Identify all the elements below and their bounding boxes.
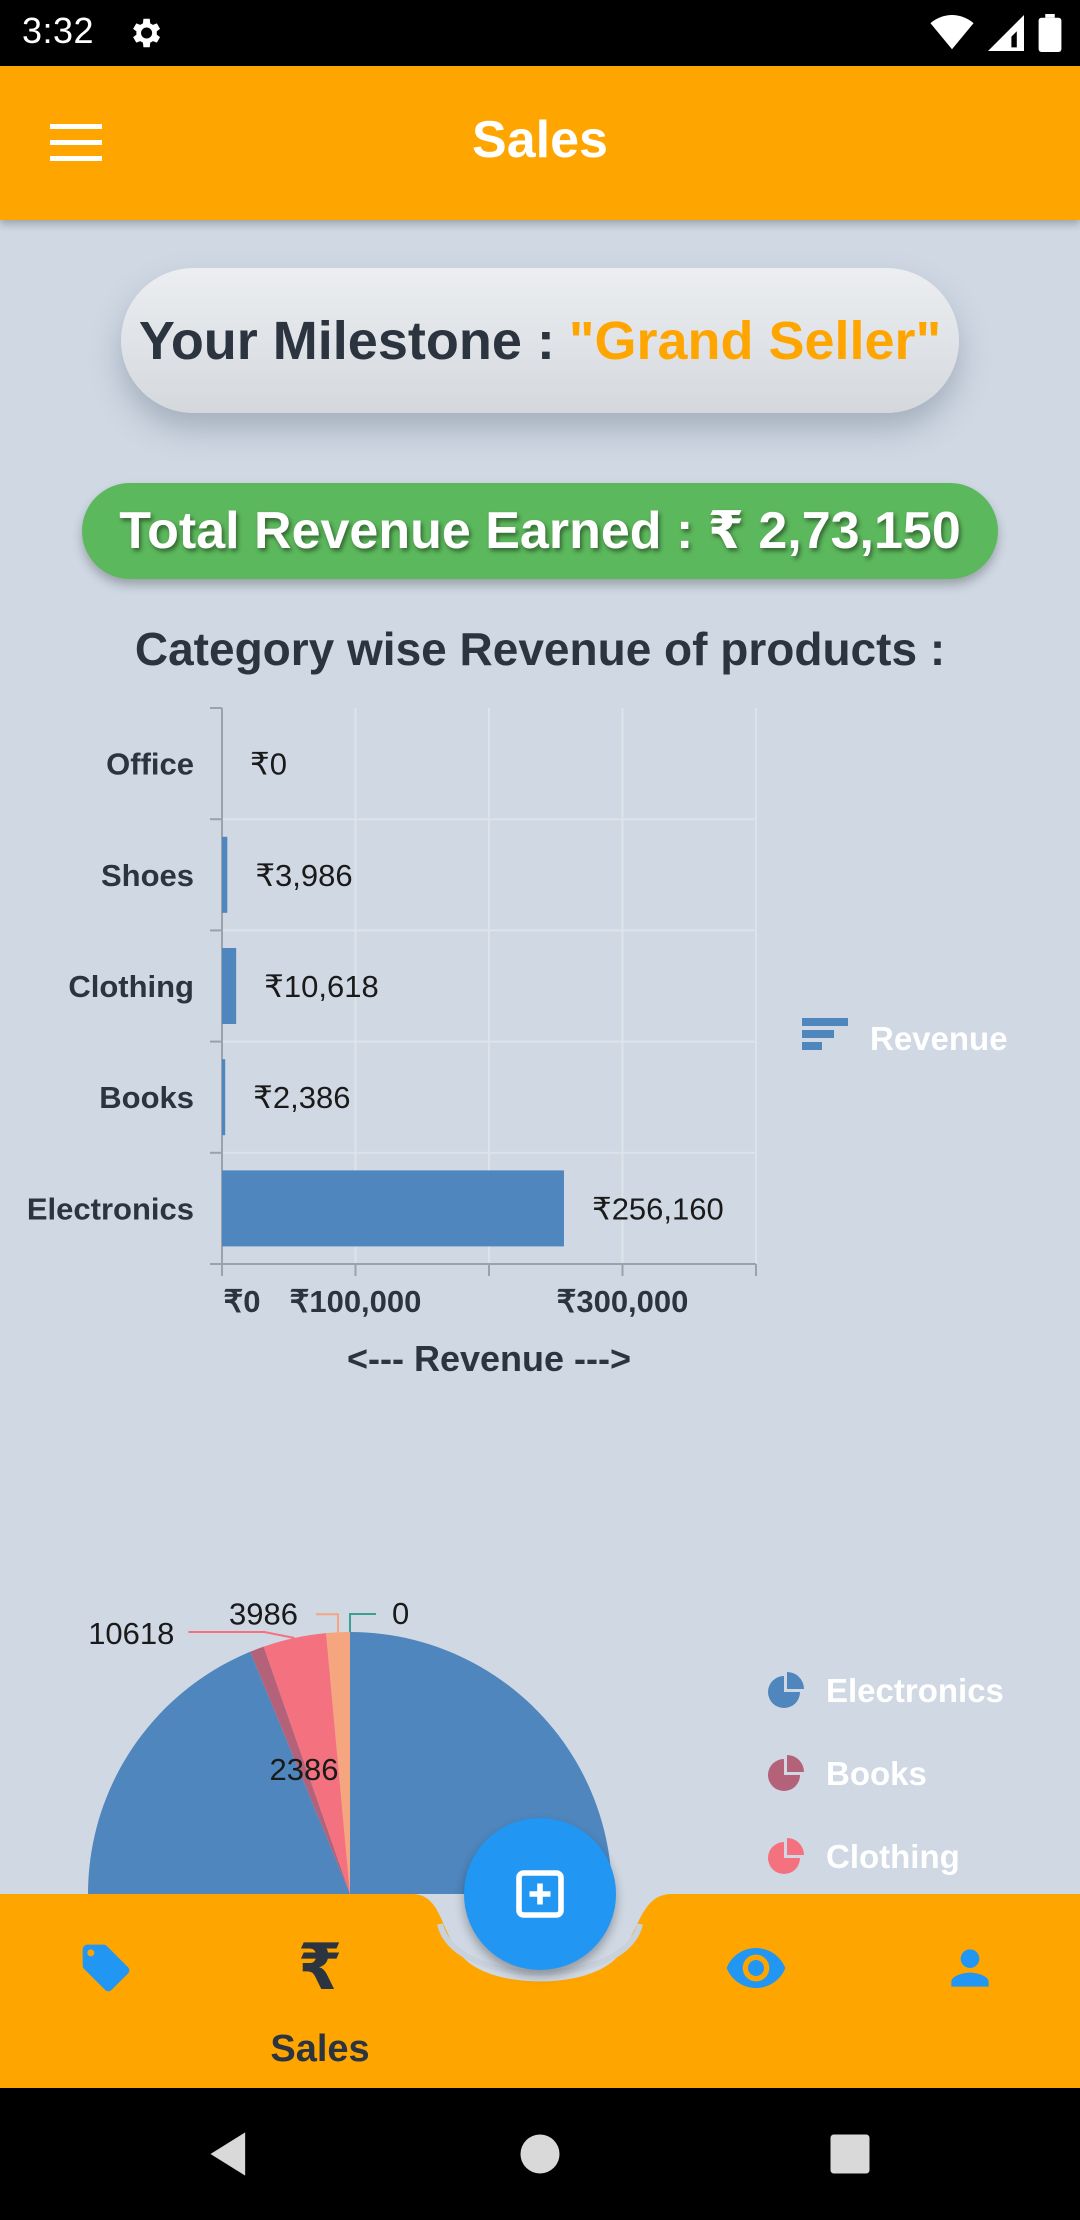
category-section-title: Category wise Revenue of products : — [134, 623, 946, 675]
x-tick-label: ₹0 — [224, 1284, 261, 1319]
wifi-icon — [930, 15, 974, 50]
milestone-label: Your Milestone : — [138, 310, 555, 371]
legend-pie-icon — [787, 1672, 804, 1689]
nav-profile[interactable] — [930, 1928, 1010, 2008]
category-revenue-bar-chart: ₹0 ₹100,000 ₹300,000 Office ₹0 Shoes ₹3,986 Clo… — [27, 707, 1008, 1319]
category-label: Books — [99, 1080, 194, 1115]
legend-label: Revenue — [870, 1020, 1008, 1057]
category-label: Electronics — [27, 1191, 194, 1226]
total-revenue-banner: Total Revenue Earned : ₹ 2,73,150 — [82, 483, 998, 579]
pie-value-label: 0 — [392, 1596, 409, 1631]
legend-label: Electronics — [826, 1672, 1004, 1709]
bottom-nav-background — [0, 1894, 1080, 2088]
app-bar: Sales — [0, 66, 1080, 220]
pie-chart-legend: Electronics Books Clothing — [768, 1672, 1004, 1875]
pie-slice-electronics — [88, 1632, 612, 1894]
x-tick-label: ₹100,000 — [290, 1284, 422, 1319]
pie-leader-line — [349, 1613, 376, 1632]
legend-pie-icon — [768, 1759, 800, 1791]
legend-bar-icon — [802, 1018, 848, 1026]
bar-value-label: ₹0 — [250, 747, 287, 782]
page-title: Sales — [472, 111, 608, 169]
bar-shoes — [222, 836, 228, 913]
status-time: 3:32 — [22, 10, 95, 51]
battery-icon — [1038, 14, 1062, 52]
pie-value-label: 10618 — [88, 1616, 174, 1651]
x-tick-label: ₹300,000 — [557, 1284, 689, 1319]
add-box-icon — [516, 1870, 564, 1918]
nav-view[interactable] — [716, 1928, 796, 2008]
legend-pie-icon — [768, 1676, 800, 1708]
nav-sales[interactable]: ₹ — [280, 1928, 360, 2008]
pie-leader-line — [315, 1613, 339, 1633]
pie-value-label: 3986 — [229, 1596, 298, 1631]
menu-icon[interactable] — [50, 124, 102, 162]
milestone-value: "Grand Seller" — [568, 310, 942, 371]
category-label: Clothing — [68, 969, 194, 1004]
legend-bar-icon — [802, 1030, 834, 1038]
bar-value-label: ₹10,618 — [264, 969, 379, 1004]
home-icon[interactable] — [514, 2128, 566, 2180]
legend-bar-icon — [802, 1042, 822, 1050]
legend-pie-icon — [787, 1838, 804, 1855]
settings-gear-icon — [133, 18, 161, 48]
bar-value-label: ₹256,160 — [592, 1191, 724, 1226]
status-bar: 3:32 — [0, 0, 1080, 66]
bar-books — [222, 1059, 226, 1136]
pie-slice-shoes — [326, 1632, 350, 1894]
eye-icon — [726, 1948, 786, 1988]
category-label: Office — [106, 747, 194, 782]
bottom-navigation: ₹ Sales — [0, 1894, 1080, 2088]
person-icon — [951, 1949, 989, 1987]
nav-products[interactable] — [66, 1928, 146, 2008]
bar-clothing — [222, 948, 237, 1024]
rupee-icon: ₹ — [297, 1931, 343, 2005]
signal-icon — [988, 15, 1024, 51]
bar-value-label: ₹2,386 — [253, 1080, 350, 1115]
nav-sales-label: Sales — [270, 2028, 370, 2070]
legend-label: Clothing — [826, 1838, 960, 1875]
category-label: Shoes — [101, 858, 194, 893]
system-navigation-bar — [0, 2088, 1080, 2220]
category-revenue-pie-chart: 0 3986 10618 2386 Electronics Books Clothing — [88, 1596, 1004, 1894]
pie-leader-line — [188, 1630, 295, 1639]
bar-electronics — [222, 1170, 564, 1247]
pie-value-label: 2386 — [270, 1752, 339, 1787]
bar-chart-x-axis-label: <--- Revenue ---> — [346, 1338, 632, 1379]
pie-slice-clothing — [263, 1633, 350, 1894]
bar-value-label: ₹3,986 — [255, 858, 352, 893]
back-icon[interactable] — [204, 2128, 256, 2180]
bar-chart-legend: Revenue — [802, 1018, 1008, 1057]
recents-icon[interactable] — [824, 2128, 876, 2180]
milestone-card: Your Milestone : "Grand Seller" — [121, 268, 959, 413]
add-sale-button[interactable] — [464, 1818, 616, 1970]
legend-pie-icon — [768, 1842, 800, 1874]
tag-icon — [82, 1944, 130, 1992]
legend-pie-icon — [787, 1755, 804, 1772]
pie-slice-books — [250, 1646, 350, 1894]
legend-label: Books — [826, 1755, 927, 1792]
